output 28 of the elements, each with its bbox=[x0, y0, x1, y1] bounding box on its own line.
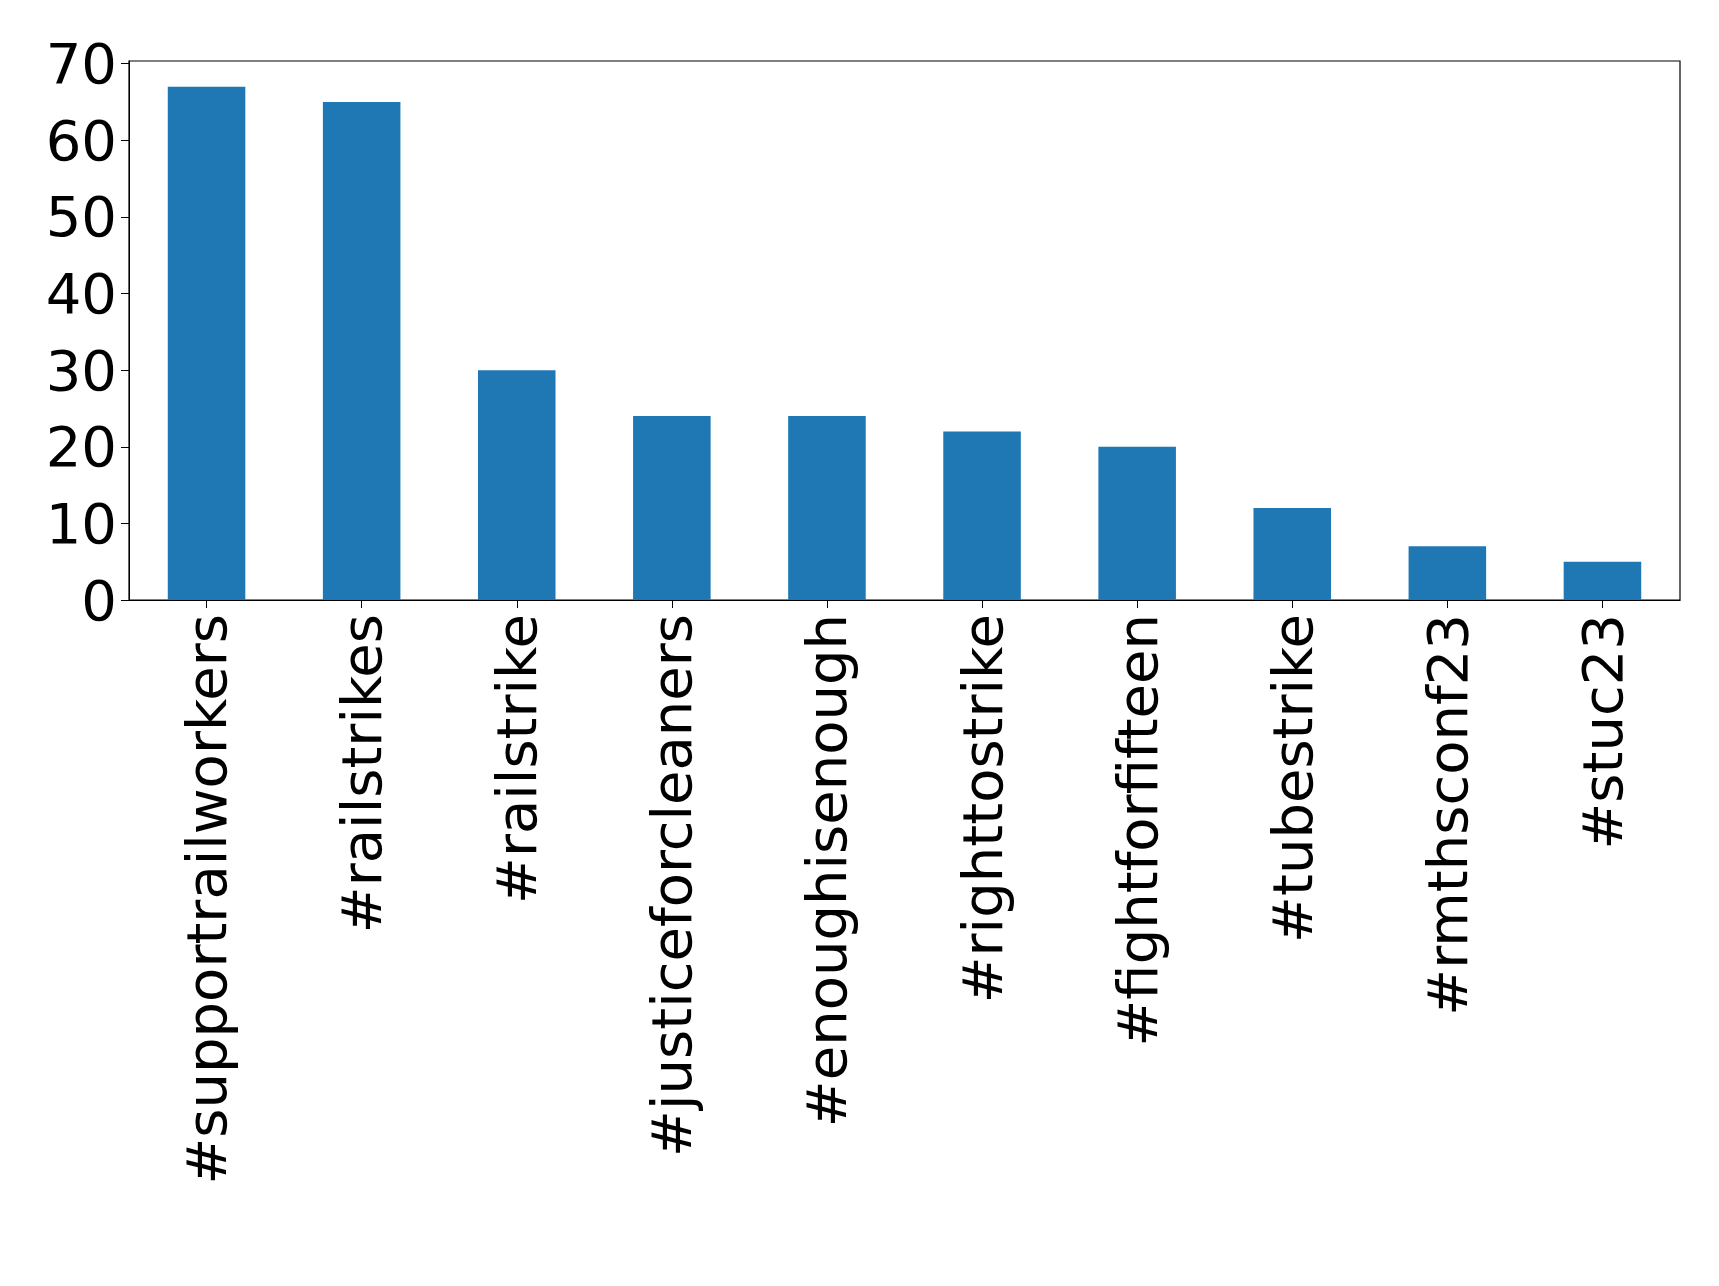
y-tick-label: 60 bbox=[45, 107, 117, 173]
bar bbox=[322, 101, 401, 600]
y-tick-label: 20 bbox=[45, 414, 117, 480]
x-tick-label: #railstrikes bbox=[329, 614, 395, 934]
y-tick-label: 10 bbox=[45, 490, 117, 556]
bar bbox=[788, 416, 866, 600]
bar bbox=[943, 431, 1021, 600]
x-tick-label: #fightforfifteen bbox=[1104, 614, 1170, 1047]
bar bbox=[477, 370, 556, 600]
x-tick-label: #stuc23 bbox=[1569, 614, 1635, 850]
bar bbox=[167, 86, 246, 600]
y-tick-label: 70 bbox=[45, 31, 117, 97]
bar bbox=[1563, 561, 1642, 600]
y-tick-label: 30 bbox=[45, 337, 117, 403]
bar bbox=[633, 416, 711, 600]
bar bbox=[1408, 546, 1487, 600]
y-tick-label: 0 bbox=[81, 567, 117, 633]
x-tick-label: #rmthsconf23 bbox=[1414, 614, 1480, 1016]
y-tick-label: 50 bbox=[45, 184, 117, 250]
x-tick-label: #railstrike bbox=[484, 614, 550, 904]
x-tick-label: #tubestrike bbox=[1259, 614, 1325, 943]
x-tick-label: #supportrailworkers bbox=[174, 614, 240, 1185]
bar bbox=[1098, 446, 1176, 600]
y-tick-label: 40 bbox=[45, 261, 117, 327]
bar bbox=[1253, 508, 1332, 600]
x-tick-label: #righttostrike bbox=[949, 614, 1015, 1004]
x-tick-label: #enoughisenough bbox=[794, 614, 860, 1128]
x-tick-label: #justiceforcleaners bbox=[639, 614, 705, 1157]
